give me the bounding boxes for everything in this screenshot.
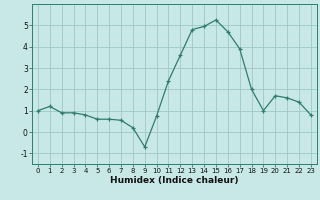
X-axis label: Humidex (Indice chaleur): Humidex (Indice chaleur)	[110, 176, 239, 185]
